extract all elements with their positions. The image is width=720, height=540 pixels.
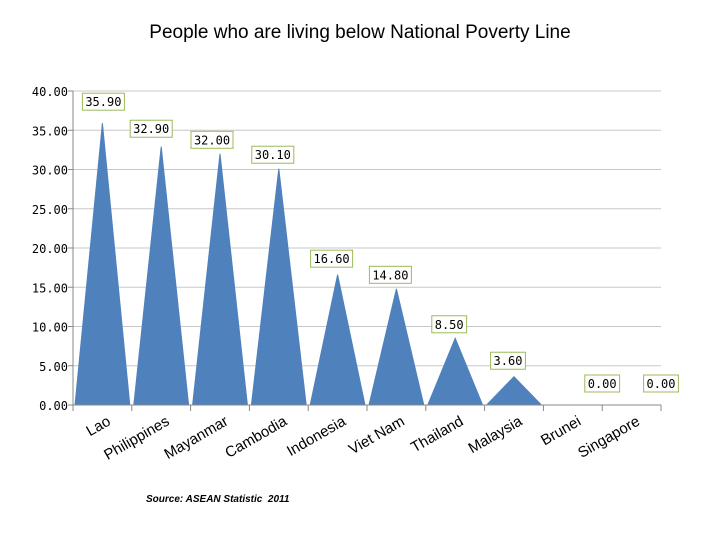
gridlines <box>73 90 661 367</box>
data-label: 35.90 <box>85 95 121 109</box>
data-label: 0.00 <box>647 377 676 391</box>
x-tick-labels: LaoPhilippinesMayanmarCambodiaIndonesiaV… <box>83 412 642 463</box>
x-tick-label: Philippines <box>101 413 172 464</box>
data-peak <box>427 336 484 406</box>
data-label: 30.10 <box>255 148 291 162</box>
data-peak <box>485 376 543 406</box>
y-tick-label: 25.00 <box>32 203 68 217</box>
source-note: Source: ASEAN Statistic 2011 <box>146 494 290 505</box>
data-peak <box>192 153 248 406</box>
chart-title: People who are living below National Pov… <box>149 22 571 43</box>
axes <box>68 90 662 411</box>
y-tick-label: 20.00 <box>32 242 68 256</box>
data-label-box <box>431 315 468 334</box>
data-label-box <box>190 130 234 149</box>
data-labels: 35.90 32.90 32.00 30.10 16.60 14.80 8.50 3.60 0.… <box>81 92 679 393</box>
x-tick-label: Mayanmar <box>161 413 231 463</box>
y-tick-label: 5.00 <box>39 360 68 374</box>
y-tick-label: 35.00 <box>32 124 68 138</box>
x-tick-label: Singapore <box>575 413 643 462</box>
data-label-box <box>310 249 354 268</box>
y-tick-label: 30.00 <box>32 164 68 178</box>
data-label: 14.80 <box>372 268 408 282</box>
data-label-box <box>81 92 125 111</box>
x-tick-label: Lao <box>83 413 113 440</box>
data-label: 3.60 <box>494 354 523 368</box>
series-peaks <box>74 123 659 406</box>
x-tick-label: Thailand <box>408 413 466 456</box>
x-tick-label: Malaysia <box>465 412 525 457</box>
data-peak <box>368 288 425 406</box>
x-tick-label: Cambodia <box>222 412 290 461</box>
data-label: 32.00 <box>194 133 230 147</box>
data-label: 16.60 <box>314 252 350 266</box>
data-label-box <box>643 374 679 393</box>
data-label-box <box>129 119 173 138</box>
data-label: 32.90 <box>133 122 169 136</box>
y-tick-label: 0.00 <box>39 399 68 413</box>
y-tick-label: 15.00 <box>32 281 68 295</box>
data-peak <box>74 123 131 406</box>
data-label: 0.00 <box>588 377 617 391</box>
y-tick-labels: 0.00 5.00 10.00 15.00 20.00 25.00 30.00 35.00 40… <box>32 85 68 413</box>
data-label-box <box>490 351 526 370</box>
data-peak <box>309 274 366 406</box>
data-label-box <box>251 145 295 164</box>
x-tick-label: Brunei <box>538 413 584 449</box>
data-label: 8.50 <box>435 318 464 332</box>
data-peak <box>133 146 190 406</box>
x-tick-label: Viet Nam <box>346 413 408 458</box>
y-tick-label: 40.00 <box>32 85 68 99</box>
data-label-box <box>584 374 621 393</box>
x-tick-label: Indonesia <box>284 412 349 460</box>
data-label-box <box>368 265 412 284</box>
y-tick-label: 10.00 <box>32 321 68 335</box>
